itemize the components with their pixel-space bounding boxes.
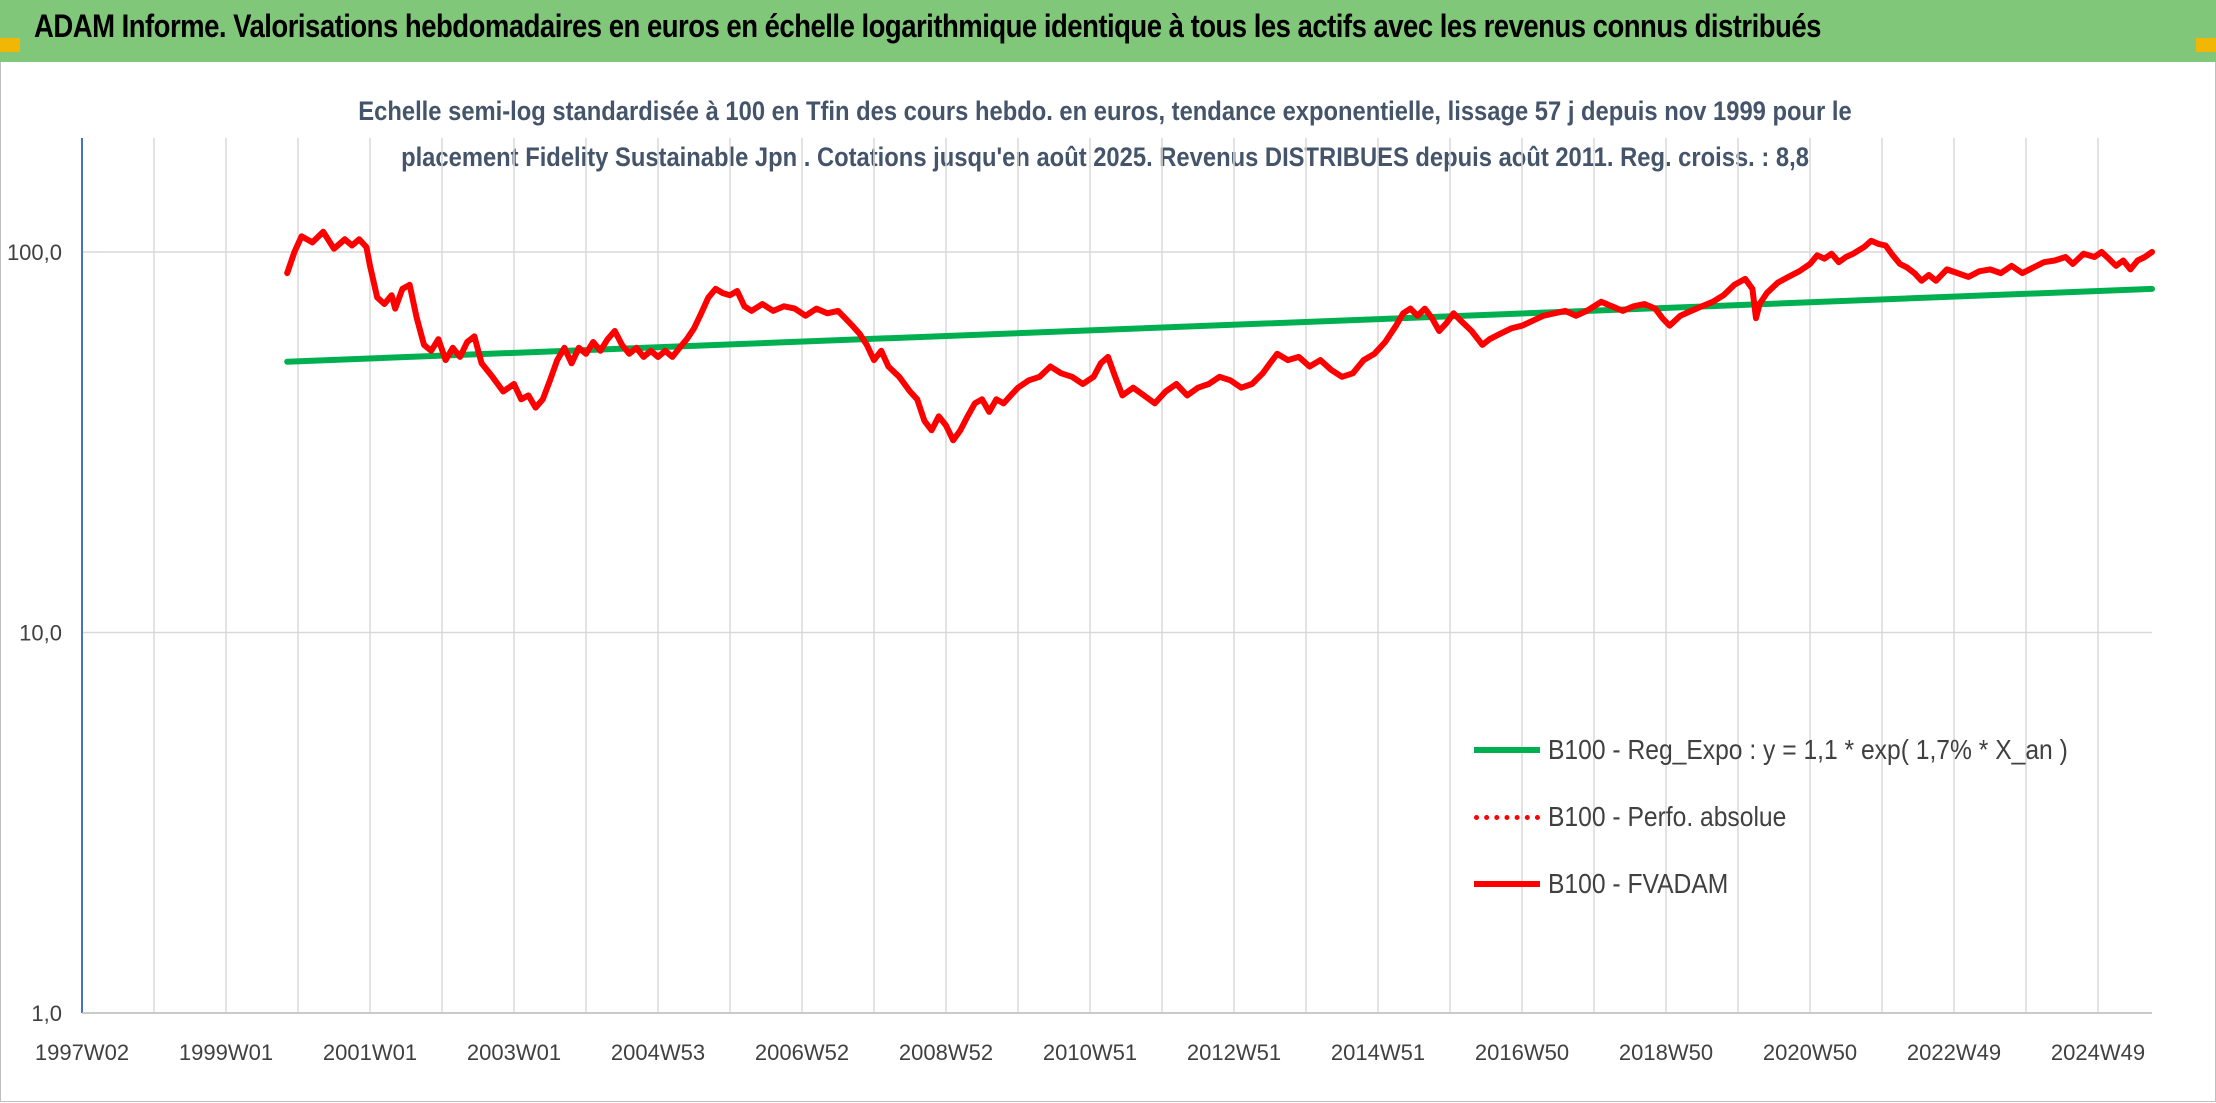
x-tick-label: 2004W53: [611, 1040, 705, 1065]
legend-swatch-fvadam: [1474, 881, 1540, 887]
x-tick-label: 2003W01: [467, 1040, 561, 1065]
y-tick-label: 1,0: [31, 1001, 62, 1026]
x-tick-label: 2001W01: [323, 1040, 417, 1065]
corner-marker-right: [2196, 38, 2216, 52]
x-tick-label: 1997W02: [35, 1040, 129, 1065]
legend-label-perfo: B100 - Perfo. absolue: [1548, 801, 1787, 832]
fvadam-line: [284, 228, 2155, 444]
x-tick-label: 2010W51: [1043, 1040, 1137, 1065]
legend-swatch-perfo: [1474, 815, 1540, 820]
x-tick-label: 2024W49: [2051, 1040, 2145, 1065]
chart-title-line-2: placement Fidelity Sustainable Jpn . Cot…: [401, 142, 1809, 172]
legend-item-regression: B100 - Reg_Expo : y = 1,1 * exp( 1,7% * …: [1474, 730, 2174, 770]
x-tick-label: 2022W49: [1907, 1040, 2001, 1065]
page-title: ADAM Informe. Valorisations hebdomadaire…: [34, 8, 1821, 44]
legend-label-fvadam: B100 - FVADAM: [1548, 868, 1729, 899]
corner-marker-left: [0, 38, 20, 52]
x-tick-label: 2008W52: [899, 1040, 993, 1065]
x-tick-label: 2016W50: [1475, 1040, 1569, 1065]
y-tick-label: 10,0: [19, 621, 62, 646]
chart-title-line-1: Echelle semi-log standardisée à 100 en T…: [358, 96, 1852, 126]
header-banner: ADAM Informe. Valorisations hebdomadaire…: [0, 0, 2216, 62]
legend-label-regression: B100 - Reg_Expo : y = 1,1 * exp( 1,7% * …: [1548, 734, 2068, 765]
x-tick-label: 2006W52: [755, 1040, 849, 1065]
x-tick-label: 1999W01: [179, 1040, 273, 1065]
x-tick-label: 2020W50: [1763, 1040, 1857, 1065]
legend-swatch-regression: [1474, 747, 1540, 753]
legend-item-perfo: B100 - Perfo. absolue: [1474, 797, 2174, 837]
y-tick-label: 100,0: [7, 240, 62, 265]
x-tick-label: 2012W51: [1187, 1040, 1281, 1065]
x-tick-label: 2014W51: [1331, 1040, 1425, 1065]
x-tick-label: 2018W50: [1619, 1040, 1713, 1065]
legend-item-fvadam: B100 - FVADAM: [1474, 864, 2174, 904]
